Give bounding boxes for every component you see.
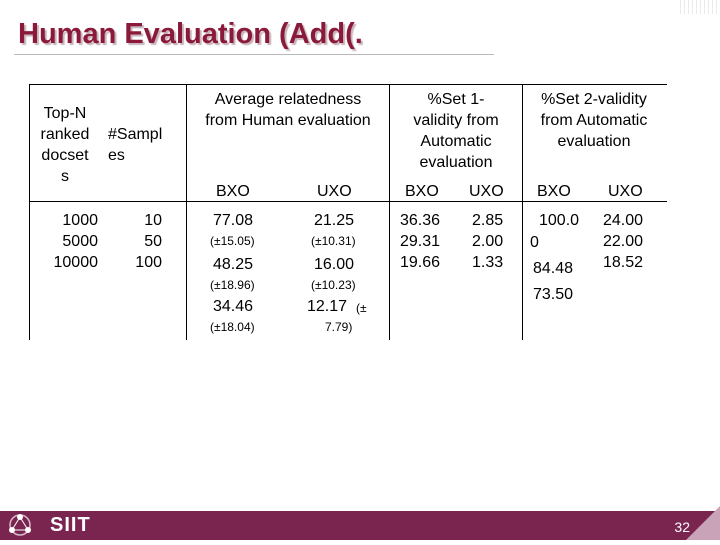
avg-uxo-sd-part: (± — [356, 301, 367, 315]
header-set2-line: %Set 2-validity — [541, 91, 647, 108]
siit-logo-icon — [0, 511, 40, 540]
header-set2-validity: %Set 2-validity from Automatic evaluatio… — [523, 89, 665, 152]
set1-bxo-column: 36.36 29.31 19.66 — [400, 210, 440, 273]
table-cell: 10 — [144, 212, 162, 229]
header-set2-line: evaluation — [557, 133, 631, 150]
header-avg-line: from Human evaluation — [205, 112, 371, 129]
avg-uxo-value: 16.00 — [314, 256, 355, 273]
table-header-rule — [29, 201, 667, 202]
table-cell: 2.85 — [472, 212, 504, 229]
table-cell: 5000 — [62, 233, 98, 250]
footer-brand: SIIT — [50, 514, 91, 536]
header-avg-line: Average relatedness — [214, 91, 362, 108]
subheader-set1-bxo: BXO — [405, 183, 439, 200]
table-cell: 10000 — [53, 254, 99, 271]
avg-uxo-value: 12.17 — [307, 298, 348, 315]
subheader-avg-uxo: UXO — [317, 183, 352, 200]
corner-decoration — [680, 0, 720, 14]
header-topn-line: s — [61, 168, 69, 185]
topn-column: 1000 5000 10000 — [40, 210, 99, 273]
avg-uxo-sd: (±10.31) — [311, 234, 356, 248]
set1-uxo-column: 2.85 2.00 1.33 — [472, 210, 503, 273]
header-samples: #Sampl es — [108, 124, 162, 166]
header-set1-line: validity from — [413, 112, 499, 129]
avg-bxo-value: 48.25 — [213, 256, 254, 273]
subheader-set2-bxo: BXO — [537, 183, 571, 200]
avg-bxo-value: 34.46 — [213, 298, 254, 315]
set2-uxo-column: 24.00 22.00 18.52 — [603, 210, 643, 273]
header-set1-line: %Set 1- — [427, 91, 485, 108]
slide-title: Human Evaluation (Add(. — [18, 18, 363, 50]
avg-uxo-sd: (±10.23) — [311, 278, 356, 292]
header-samples-line: es — [108, 147, 125, 164]
set2-bxo-value: 84.48 — [533, 260, 574, 277]
header-set2-line: from Automatic — [540, 112, 648, 129]
avg-uxo-value: 21.25 — [314, 212, 355, 229]
table-cell: 29.31 — [400, 233, 441, 250]
table-cell: 1.33 — [472, 254, 504, 271]
page-curl-decoration — [686, 506, 720, 540]
header-avg-relatedness: Average relatedness from Human evaluatio… — [188, 89, 388, 131]
set2-bxo-value: 100.0 — [539, 212, 580, 229]
table-cell: 100 — [135, 254, 162, 271]
set2-bxo-value: 73.50 — [533, 286, 574, 303]
table-cell: 24.00 — [603, 212, 644, 229]
subheader-avg-bxo: BXO — [216, 183, 250, 200]
table-cell: 2.00 — [472, 233, 504, 250]
table-cell: 1000 — [62, 212, 98, 229]
header-set1-validity: %Set 1- validity from Automatic evaluati… — [390, 89, 522, 173]
page-number: 32 — [674, 519, 690, 535]
header-samples-line: #Sampl — [108, 126, 163, 143]
table-cell: 36.36 — [400, 212, 441, 229]
avg-bxo-sd: (±18.96) — [210, 278, 255, 292]
avg-bxo-sd: (±18.04) — [210, 320, 255, 334]
header-set1-line: evaluation — [419, 154, 493, 171]
header-set1-line: Automatic — [420, 133, 492, 150]
table-cell: 18.52 — [603, 254, 644, 271]
table-top-border — [29, 84, 667, 85]
title-divider — [14, 54, 494, 55]
avg-uxo-sd-part: 7.79) — [325, 320, 353, 334]
header-topn-line: docset — [41, 147, 89, 164]
table-cell: 50 — [144, 233, 162, 250]
subheader-set1-uxo: UXO — [469, 183, 504, 200]
table-divider-1 — [186, 84, 187, 340]
table-divider-2 — [389, 84, 390, 340]
table-cell: 19.66 — [400, 254, 441, 271]
subheader-set2-uxo: UXO — [608, 183, 643, 200]
header-topn: Top-N ranked docset s — [30, 103, 100, 187]
header-topn-line: ranked — [40, 126, 90, 143]
table-divider-3 — [522, 84, 523, 340]
table-left-border — [29, 84, 30, 340]
samples-column: 10 50 100 — [120, 210, 162, 273]
footer-bar — [0, 511, 720, 540]
set2-bxo-value: 0 — [530, 234, 539, 251]
avg-bxo-sd: (±15.05) — [210, 234, 255, 248]
header-topn-line: Top-N — [43, 105, 87, 122]
avg-bxo-value: 77.08 — [213, 212, 254, 229]
table-cell: 22.00 — [603, 233, 644, 250]
